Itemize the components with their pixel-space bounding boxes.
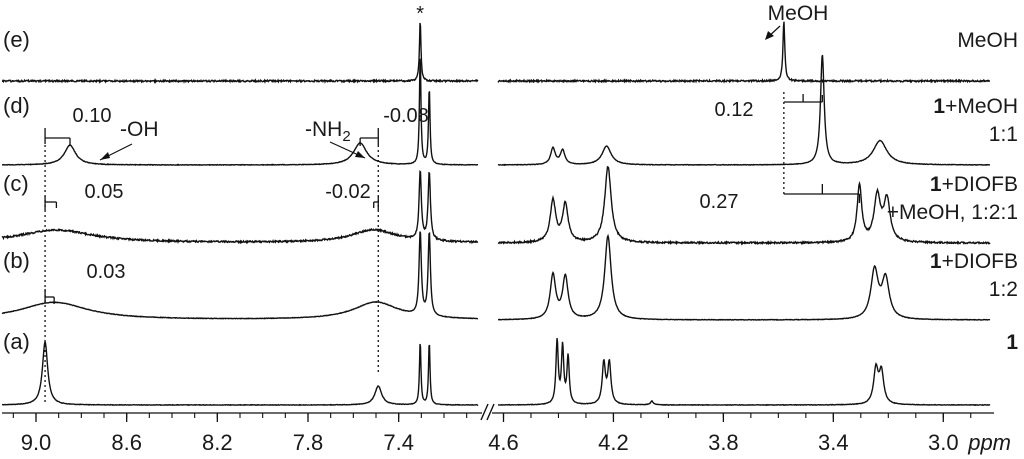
trace-label-line2-b: 1:2 (989, 278, 1018, 301)
nh2-label-subscript: 2 (342, 128, 350, 145)
trace-tag-b: (b) (3, 248, 30, 273)
axis-break-slash-1 (480, 403, 489, 421)
x-tick-label: 3.4 (818, 430, 849, 455)
nh2-label-main: -NH (305, 118, 342, 141)
axis-break-slash-2 (486, 403, 495, 421)
nh2-label: -NH2 (305, 118, 351, 145)
trace-label-c: 1+DIOFB (930, 173, 1018, 196)
trace-c-right (497, 165, 991, 246)
x-tick-label: 7.4 (383, 430, 414, 455)
x-tick-label: 8.2 (202, 430, 233, 455)
trace-label-b: 1+DIOFB (930, 250, 1018, 273)
spectrum-traces (1, 21, 991, 407)
trace-e-left (1, 22, 479, 84)
x-axis-unit-label: ppm (967, 430, 1011, 455)
compound-number: 1 (930, 250, 942, 273)
shift-c-nh: -0.02 (325, 181, 371, 203)
trace-d-right (497, 54, 991, 167)
trace-b-right (498, 233, 991, 321)
shift-d-meoh: 0.12 (715, 99, 754, 121)
trace-label-a: 1 (1006, 331, 1018, 354)
trace-label-d: 1+MeOH (933, 95, 1018, 118)
shift-b-oh: 0.03 (87, 261, 126, 283)
shift-annotations: * 0.10 -OH -0.08 -NH2 0.05 -0.02 0.03 0.12 0.27 Me… (44, 2, 861, 402)
meoh-peak-label: MeOH (768, 2, 829, 25)
compound-number: 1 (933, 95, 945, 118)
trace-label-text: MeOH (957, 29, 1018, 52)
x-tick-label: 3.0 (928, 430, 959, 455)
trace-e-right (497, 21, 991, 84)
trace-label-text: +DIOFB (942, 173, 1018, 196)
oh-label: -OH (120, 118, 159, 141)
trace-c-left (1, 170, 479, 245)
x-axis: 9.0 8.6 8.2 7.8 7.4 4.6 4.2 3.8 3.4 3.0 ppm (2, 403, 1011, 455)
shift-d-oh: 0.10 (73, 105, 112, 127)
trace-b-left (1, 231, 479, 320)
trace-label-line2-d: 1:1 (989, 123, 1018, 146)
x-tick-label: 7.8 (293, 430, 324, 455)
trace-label-line2-c: +MeOH, 1:2:1 (887, 201, 1018, 224)
compound-number: 1 (930, 173, 942, 196)
x-tick-label: 8.6 (111, 430, 142, 455)
trace-tag-e: (e) (3, 27, 30, 52)
trace-label-e: MeOH (957, 29, 1018, 52)
x-tick-label: 3.8 (708, 430, 739, 455)
solvent-asterisk: * (416, 3, 424, 25)
trace-tag-d: (d) (3, 93, 30, 118)
nh2-arrow-head (355, 151, 365, 158)
trace-tag-c: (c) (3, 171, 29, 196)
x-tick-label: 4.2 (598, 430, 629, 455)
oh-arrow-head (100, 152, 110, 160)
x-tick-label: 9.0 (21, 430, 52, 455)
shift-c-oh: 0.05 (85, 181, 124, 203)
trace-label-text: +DIOFB (942, 250, 1018, 273)
shift-d-nh: -0.08 (383, 105, 429, 127)
shift-c-meoh: 0.27 (700, 191, 739, 213)
trace-d-left (2, 58, 479, 167)
trace-a-right (497, 338, 991, 407)
compound-number: 1 (1006, 331, 1018, 354)
trace-a-left (1, 339, 479, 407)
x-tick-label: 4.6 (488, 430, 519, 455)
meoh-arrow-head (765, 31, 774, 40)
trace-label-text: +MeOH (945, 95, 1018, 118)
trace-tag-a: (a) (3, 329, 30, 354)
